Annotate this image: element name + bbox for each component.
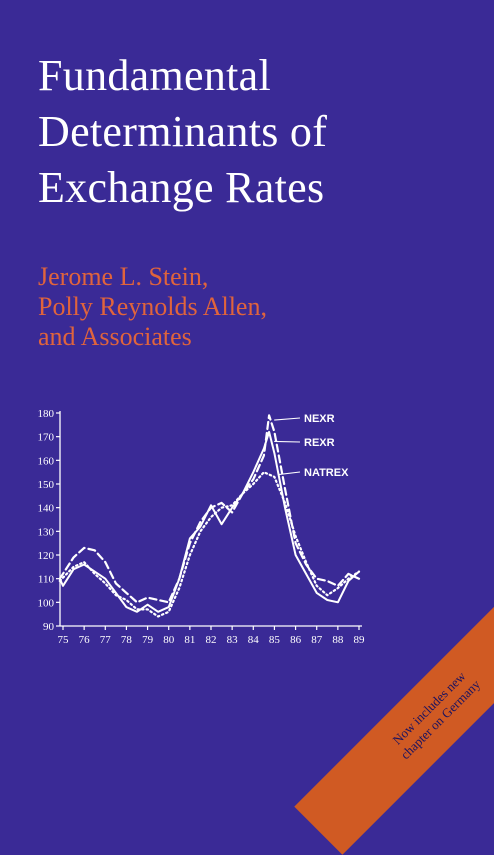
chart-axes: 90 100 110 120 130 140 150 160 170 180 75 76 77 78 79 8… xyxy=(38,408,366,646)
chart-series-labels: NEXR REXR NATREX xyxy=(274,413,349,479)
chart-series xyxy=(58,414,361,618)
author-line-3: and Associates xyxy=(38,322,192,351)
y-tick-label: 130 xyxy=(38,526,55,538)
title-line-2: Determinants of xyxy=(38,107,328,156)
series-leader-line xyxy=(274,440,301,443)
x-tick-label: 81 xyxy=(184,634,195,646)
title-line-3: Exchange Rates xyxy=(38,163,325,212)
series-leader-line xyxy=(278,471,301,476)
x-tick-label: 88 xyxy=(332,634,344,646)
y-tick-label: 110 xyxy=(38,574,55,586)
series-leader-line xyxy=(274,417,301,421)
x-tick-label: 76 xyxy=(79,634,91,646)
series-line-rexr xyxy=(58,430,360,613)
series-line-natrex xyxy=(58,471,361,618)
author-line-2: Polly Reynolds Allen, xyxy=(38,292,267,321)
author-line-1: Jerome L. Stein, xyxy=(38,262,209,291)
y-tick-label: 120 xyxy=(38,550,55,562)
x-tick-label: 87 xyxy=(311,634,323,646)
y-tick-label: 90 xyxy=(43,621,55,633)
x-tick-label: 84 xyxy=(248,634,260,646)
y-tick-label: 140 xyxy=(38,503,55,515)
y-tick-label: 150 xyxy=(38,479,55,491)
x-tick-label: 86 xyxy=(290,634,302,646)
title-line-1: Fundamental xyxy=(38,51,272,100)
authors: Jerome L. Stein, Polly Reynolds Allen, a… xyxy=(38,262,458,352)
book-title: Fundamental Determinants of Exchange Rat… xyxy=(38,48,478,216)
series-label-nexr: NEXR xyxy=(304,413,335,425)
x-tick-label: 80 xyxy=(163,634,175,646)
exchange-rate-chart: 90 100 110 120 130 140 150 160 170 180 75 76 77 78 79 8… xyxy=(38,408,366,646)
x-tick-label: 77 xyxy=(100,634,112,646)
y-tick-label: 170 xyxy=(38,432,55,444)
y-tick-label: 160 xyxy=(38,455,55,467)
x-tick-label: 85 xyxy=(269,634,281,646)
x-tick-label: 82 xyxy=(206,634,217,646)
y-tick-label: 100 xyxy=(38,597,55,609)
x-tick-label: 75 xyxy=(58,634,70,646)
x-tick-label: 79 xyxy=(142,634,154,646)
series-label-rexr: REXR xyxy=(304,437,335,449)
series-label-natrex: NATREX xyxy=(304,467,349,479)
x-tick-label: 89 xyxy=(354,634,366,646)
x-tick-label: 83 xyxy=(227,634,239,646)
y-tick-label: 180 xyxy=(38,408,55,420)
x-tick-label: 78 xyxy=(121,634,133,646)
